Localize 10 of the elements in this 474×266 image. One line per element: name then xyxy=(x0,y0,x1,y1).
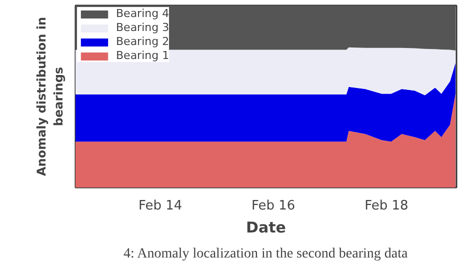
x-axis-title: Date xyxy=(246,218,286,236)
x-tick-label: Feb 18 xyxy=(364,198,408,214)
text: 4: Anomaly localization in the second bearing data xyxy=(124,246,408,262)
legend-label: Bearing 3 xyxy=(116,21,170,34)
y-axis-title: Anomaly distribution in bearings xyxy=(34,16,66,176)
legend-label: Bearing 2 xyxy=(116,35,170,48)
x-tick-label: Feb 14 xyxy=(138,198,182,214)
legend-label: Bearing 4 xyxy=(116,7,170,20)
x-tick-label: Feb 16 xyxy=(252,198,296,214)
legend-label: Bearing 1 xyxy=(116,49,170,62)
